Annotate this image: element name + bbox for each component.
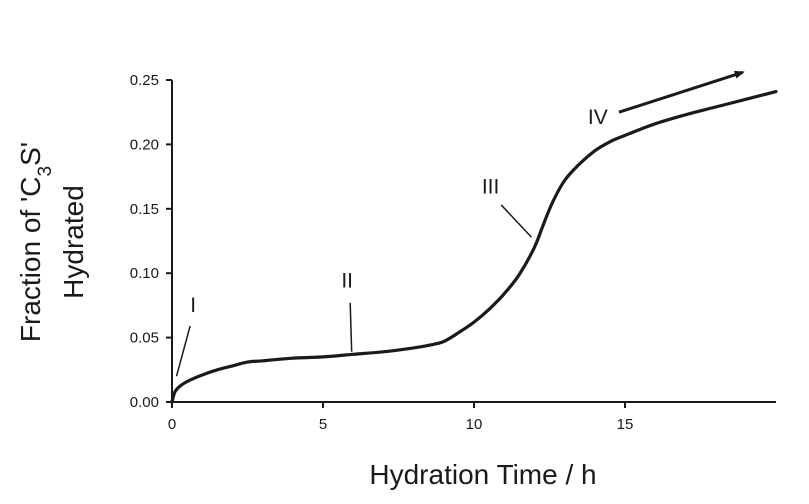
x-tick-label: 15 xyxy=(617,416,634,433)
x-tick-label: 5 xyxy=(319,416,327,433)
stage-arrow xyxy=(618,70,745,114)
stage-label: I xyxy=(190,294,196,317)
x-tick-label: 0 xyxy=(168,416,176,433)
stage-label: IV xyxy=(588,106,608,129)
y-tick-label: 0.20 xyxy=(130,136,159,153)
y-tick-label: 0.25 xyxy=(130,72,159,89)
x-tick-label: 10 xyxy=(466,416,483,433)
y-axis-title-subscript: 3 xyxy=(35,166,56,177)
hydration-curve xyxy=(170,90,778,404)
x-axis-title: Hydration Time / h xyxy=(369,459,596,490)
stage-label: II xyxy=(341,269,353,292)
y-axis-title-prefix: Fraction of 'C xyxy=(15,176,46,342)
y-axis-title-line1: Fraction of 'C3S' xyxy=(15,142,56,342)
series-layer xyxy=(170,90,778,404)
stage-leader-line xyxy=(175,325,191,377)
stage-leader-line xyxy=(349,302,353,352)
stage-leader-line xyxy=(500,204,532,238)
axes xyxy=(171,80,776,403)
y-axis-title-line2: Hydrated xyxy=(58,185,89,299)
y-tick-label: 0.05 xyxy=(130,330,159,347)
y-axis-title: Fraction of 'C3S' Hydrated xyxy=(15,142,89,342)
y-tick-label: 0.00 xyxy=(130,394,159,411)
y-tick-label: 0.10 xyxy=(130,265,159,282)
stage-label: III xyxy=(482,175,500,198)
y-axis-title-suffix: S' xyxy=(15,142,46,166)
ticks: 0.00 0.05 0.10 0.15 0.20 0.25 0 5 10 15 xyxy=(130,72,634,433)
y-tick-label: 0.15 xyxy=(130,201,159,218)
